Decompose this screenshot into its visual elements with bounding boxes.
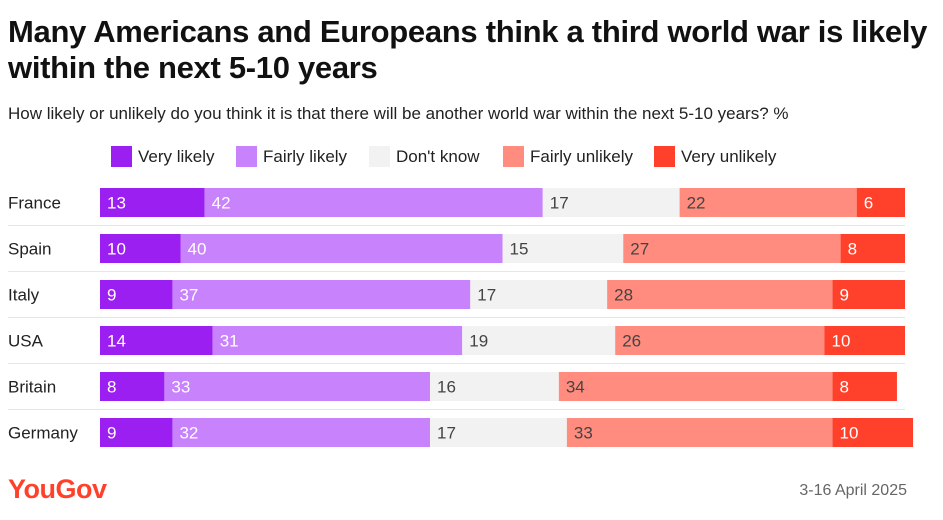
data-label: 13 [107,194,126,213]
category-label: USA [8,332,44,351]
bar-segment [470,280,608,309]
data-label: 33 [171,378,190,397]
data-label: 27 [630,240,649,259]
data-label: 10 [107,240,126,259]
bar-segment [100,418,173,447]
stacked-bar-chart: France 13 42 17 22 6 Spain 10 40 15 27 8 Italy 9 37 17 2… [8,188,914,447]
legend-swatch [369,146,390,167]
survey-date: 3-16 April 2025 [799,482,907,499]
bar-segment [172,418,431,447]
data-label: 6 [864,194,873,213]
data-label: 28 [614,286,633,305]
legend-item: Don't know [369,146,480,167]
bar-segment [462,326,616,355]
bar-segment [607,280,833,309]
bar-segment [542,188,680,217]
data-label: 19 [469,332,488,351]
data-label: 9 [107,424,116,443]
bar-segment [430,418,567,447]
data-label: 17 [550,194,569,213]
data-label: 22 [687,194,706,213]
legend-item: Very likely [111,146,215,167]
data-label: 42 [212,194,231,213]
bar-segment [832,372,897,401]
category-label: Germany [8,424,78,443]
data-label: 26 [622,332,641,351]
bar-segment [164,372,431,401]
data-label: 15 [510,240,529,259]
bar-segment [172,280,471,309]
legend-swatch [503,146,524,167]
data-label: 8 [848,240,857,259]
yougov-logo: YouGov [8,474,107,504]
legend-label: Very unlikely [681,146,777,166]
bar-segment [100,326,213,355]
data-label: 10 [832,332,851,351]
chart-subtitle: How likely or unlikely do you think it i… [8,104,789,123]
bar-segment [212,326,463,355]
bar-segment [832,280,905,309]
bar-segment [100,280,173,309]
bar-segment [502,234,624,263]
bar-segment [180,234,503,263]
data-label: 32 [179,424,198,443]
bar-segment [623,234,841,263]
bar-segment [840,234,905,263]
data-label: 37 [179,286,198,305]
data-label: 8 [840,378,849,397]
category-label: Britain [8,378,56,397]
bar-segment [100,372,165,401]
data-label: 17 [477,286,496,305]
legend-label: Fairly likely [263,146,348,166]
data-label: 16 [437,378,456,397]
legend-item: Fairly likely [236,146,347,167]
legend-swatch [236,146,257,167]
bar-segment [558,372,833,401]
data-label: 9 [840,286,849,305]
category-label: Italy [8,286,40,305]
legend-swatch [111,146,132,167]
data-label: 31 [220,332,239,351]
legend-label: Fairly unlikely [530,146,633,166]
bar-segment [100,234,181,263]
data-label: 34 [566,378,585,397]
data-label: 14 [107,332,126,351]
category-label: France [8,194,61,213]
data-label: 33 [574,424,593,443]
bar-segment [566,418,833,447]
data-label: 10 [840,424,859,443]
data-label: 8 [107,378,116,397]
legend-label: Don't know [396,146,480,166]
legend-item: Very unlikely [654,146,776,167]
bar-segment [679,188,857,217]
bar-segment [832,418,914,447]
legend-item: Fairly unlikely [503,146,633,167]
category-label: Spain [8,240,51,259]
bar-segment [856,188,905,217]
data-label: 40 [188,240,207,259]
bar-segment [204,188,543,217]
legend-label: Very likely [138,146,215,166]
chart-title: Many Americans and Europeans think a thi… [8,14,928,85]
bar-segment [615,326,825,355]
data-label: 9 [107,286,116,305]
bar-segment [100,188,205,217]
data-label: 17 [437,424,456,443]
bar-segment [430,372,559,401]
legend-swatch [654,146,675,167]
bar-segment [824,326,905,355]
